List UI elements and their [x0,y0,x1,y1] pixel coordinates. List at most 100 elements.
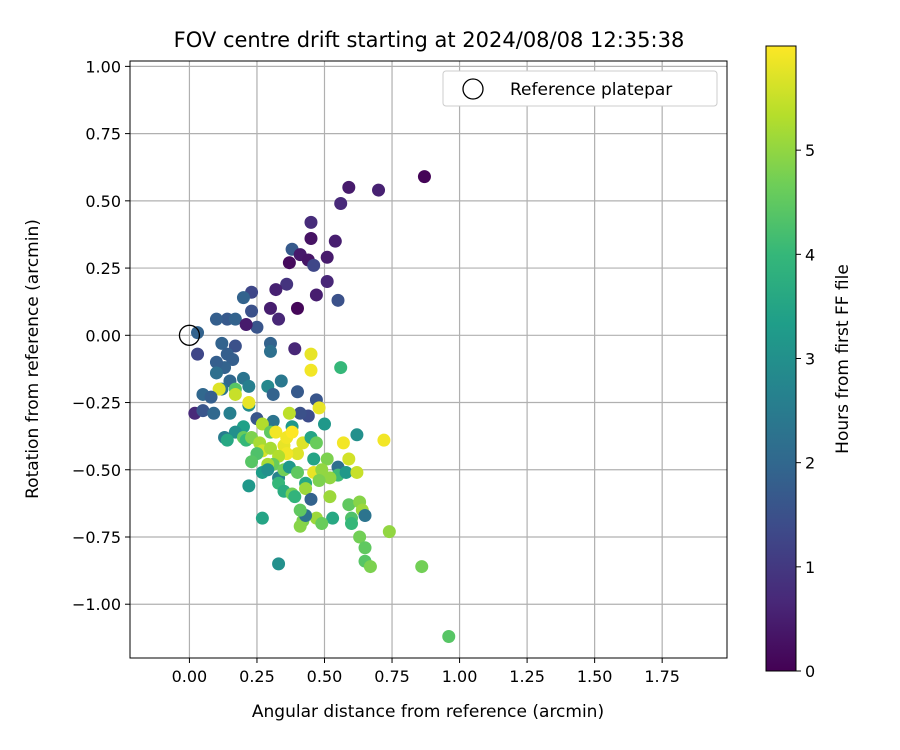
data-point [342,498,356,512]
data-point [272,557,286,571]
x-tick-label: 0.75 [374,667,410,686]
data-point [226,353,240,366]
legend-box [442,70,718,107]
data-point [204,390,218,404]
data-point [358,541,372,555]
data-point [334,361,348,375]
x-tick-label: 1.25 [509,667,545,686]
y-tick-label: 0.75 [85,125,121,144]
data-point [315,463,329,477]
data-point [261,463,275,477]
data-point [245,455,259,469]
data-point [309,288,323,302]
y-tick-label: 0.00 [85,326,121,345]
data-point [282,406,296,420]
data-point [304,347,318,361]
data-point [320,275,334,289]
data-point [228,339,242,353]
data-point [228,387,242,401]
data-point [266,387,280,401]
colorbar-tick-label: 1 [805,558,815,577]
data-point [266,414,280,428]
data-point [382,525,396,539]
data-point [250,320,264,334]
data-point [272,312,286,326]
data-point [307,452,321,466]
y-tick-label: −0.25 [72,394,121,413]
data-point [242,379,256,393]
data-point [220,433,234,447]
data-point [215,336,229,350]
chart-title: FOV centre drift starting at 2024/08/08 … [174,28,685,52]
data-point [269,425,283,439]
data-point [345,517,359,531]
data-point [299,482,313,496]
data-point [320,452,334,466]
data-point [342,452,356,466]
colorbar-tick-label: 5 [805,141,815,160]
data-point [293,406,307,420]
data-point [417,170,431,184]
colorbar-label: Hours from first FF file [833,264,853,454]
colorbar-tick-label: 3 [805,350,815,369]
colorbar-tick-label: 4 [805,245,815,264]
data-point [342,180,356,194]
data-point [239,318,253,332]
data-point [274,374,288,388]
y-axis-label: Rotation from reference (arcmin) [23,219,43,499]
x-tick-label: 0.00 [172,667,208,686]
data-point [350,465,364,479]
plot-frame [129,60,728,659]
data-point [242,396,256,410]
colorbar-tick-label: 2 [805,454,815,473]
data-point [223,406,237,420]
x-tick-label: 1.50 [577,667,613,686]
data-point [212,382,226,396]
data-point [245,304,259,318]
data-point [236,291,250,305]
data-point [293,503,307,517]
data-point [242,479,256,493]
x-tick-label: 0.25 [239,667,275,686]
x-tick-label: 1.75 [644,667,680,686]
data-point [315,517,329,531]
data-point [228,312,242,326]
data-point [415,560,429,574]
data-point [323,490,337,504]
data-points [188,170,456,643]
data-point [290,385,304,399]
data-point [288,490,302,504]
y-tick-label: −0.75 [72,528,121,547]
data-point [312,474,326,488]
data-point [255,417,269,431]
data-point [309,436,323,450]
data-point [307,258,321,272]
colorbar-ticks: 0 1 2 3 4 5 [796,141,815,681]
data-point [331,293,345,307]
data-point [209,366,223,380]
data-point [191,326,205,340]
data-point [339,465,353,479]
legend-marker-reference [462,78,484,100]
reference-marker [178,324,201,346]
data-point [304,492,318,506]
data-point [304,215,318,229]
data-point [263,301,277,315]
legend-label-reference: Reference platepar [510,80,672,100]
y-axis-ticks: 1.00 0.75 0.50 0.25 0.00 −0.25 −0.50 −0.75 −1.00 [72,57,130,614]
data-point [353,530,367,544]
data-point [207,406,221,420]
data-point [442,629,456,643]
data-point [334,197,348,211]
y-tick-label: 0.25 [85,259,121,278]
y-tick-label: −0.50 [72,461,121,480]
data-point [196,404,210,418]
data-point [304,363,318,377]
data-point [282,256,296,270]
data-point [312,401,326,415]
x-tick-label: 0.50 [307,667,343,686]
colorbar-gradient [765,45,797,672]
data-point [293,519,307,533]
colorbar-tick-label: 0 [805,662,815,681]
